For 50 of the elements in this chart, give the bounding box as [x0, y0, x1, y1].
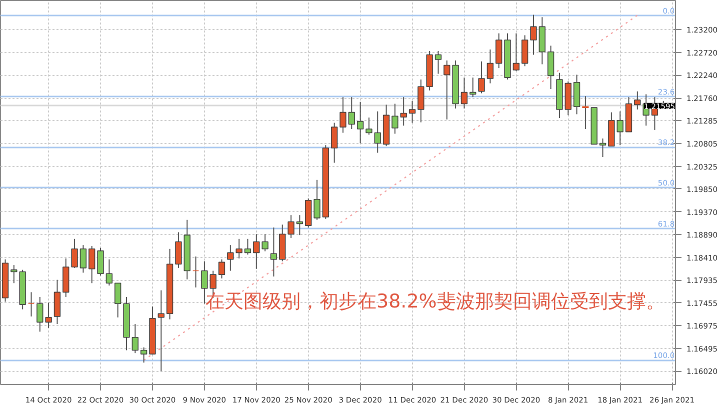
candlestick — [218, 258, 226, 279]
candlestick — [582, 96, 589, 130]
candlestick — [158, 290, 164, 372]
candlestick — [114, 282, 122, 318]
candlestick — [314, 179, 320, 220]
candlestick — [71, 238, 78, 268]
annotation: 在天图级别，初步在38.2%斐波那契回调位受到支撑。 — [206, 290, 665, 312]
candlestick — [486, 49, 494, 84]
candlestick — [97, 247, 104, 276]
candlestick — [348, 96, 355, 130]
candlestick — [634, 90, 641, 110]
candlestick — [270, 226, 278, 277]
candlestick — [599, 138, 606, 158]
candlestick — [140, 346, 148, 364]
candlestick — [408, 100, 416, 124]
candlestick — [132, 324, 138, 354]
candlestick — [330, 122, 338, 164]
candlestick — [244, 238, 252, 256]
candlestick — [356, 101, 364, 144]
candlestick — [10, 264, 18, 284]
candlestick — [418, 78, 424, 123]
candlestick — [521, 34, 528, 67]
candlestick — [175, 232, 182, 268]
candlestick — [296, 214, 304, 236]
candlestick — [530, 14, 537, 56]
candlestick — [253, 234, 260, 270]
candlestick — [80, 244, 87, 274]
candlestick — [192, 256, 200, 288]
candlestick — [496, 32, 502, 69]
candlestick — [36, 296, 44, 332]
candlestick — [512, 32, 520, 72]
candlestick — [478, 60, 485, 94]
candlestick — [366, 117, 372, 136]
candlestick — [547, 45, 554, 90]
candlestick — [340, 96, 346, 134]
candlestick — [460, 77, 468, 110]
candlestick — [470, 77, 476, 98]
candlestick — [28, 292, 35, 317]
candlestick — [88, 246, 96, 284]
candlestick — [227, 244, 234, 272]
candlestick — [434, 50, 442, 74]
candlestick — [45, 302, 52, 328]
candlestick — [262, 234, 268, 252]
candlestick — [288, 214, 294, 238]
candlestick — [236, 238, 242, 259]
candlestick — [444, 60, 450, 120]
candlestick — [374, 110, 381, 154]
candlestick — [392, 103, 398, 134]
candlestick — [400, 96, 407, 126]
candlestick — [106, 258, 113, 286]
